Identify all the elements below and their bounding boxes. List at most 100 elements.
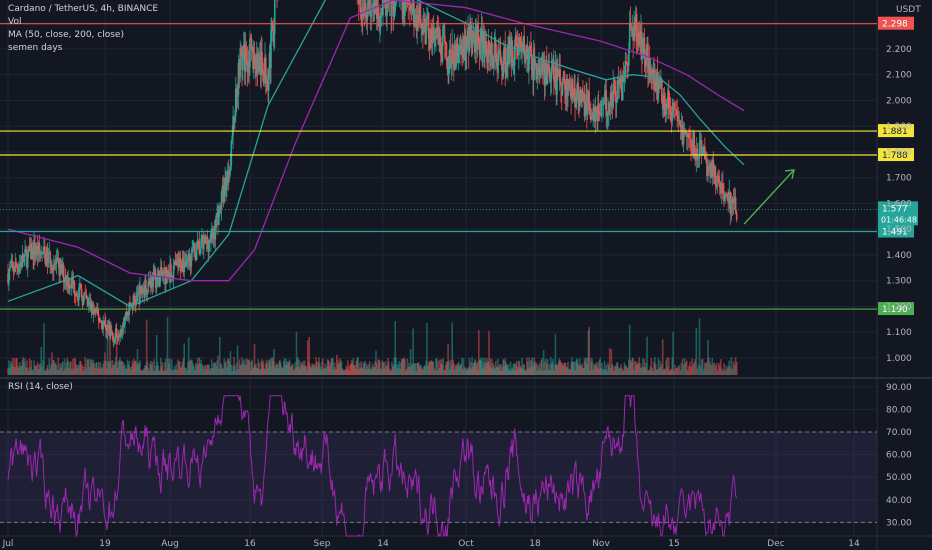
candle-body [232,116,234,136]
volume-bar [645,362,647,375]
level-label: 1.491 [882,228,908,238]
candle-body [149,280,151,285]
volume-bar [700,359,703,375]
volume-bar [397,364,400,375]
candle-body [463,36,466,60]
candle-body [17,268,19,272]
candle-body [234,116,236,121]
volume-bar [184,367,186,375]
rsi-axis-tick: 90.00 [886,383,912,393]
candle-body [606,114,608,117]
rsi-indicator-label[interactable]: RSI (14, close) [8,382,73,392]
volume-bar [461,357,463,375]
candle-body [119,334,121,338]
candle-body [689,138,691,140]
volume-bar [403,357,405,375]
candle-body [218,209,220,225]
candle-body [195,243,198,260]
candle-body [197,240,200,242]
volume-bar [395,357,397,375]
candle-body [226,181,228,191]
volume-bar [176,369,178,375]
candle-body [221,185,224,192]
candle-body [609,92,612,107]
candle-body [584,107,587,117]
candle-body [230,140,233,166]
volume-bar [73,357,76,375]
candle-body [250,38,253,50]
volume-bar [91,362,94,375]
volume-bar [599,357,602,375]
candle-body [530,47,532,57]
candle-body [14,262,16,272]
candle-body [54,262,57,264]
candle-body [382,0,384,16]
candle-body [108,326,110,330]
candle-body [194,243,196,253]
volume-bar [608,365,610,375]
volume-bar [513,363,515,375]
volume-bar [675,367,677,375]
volume-bar [39,363,42,375]
candle-body [53,262,56,265]
volume-bar [170,359,173,375]
volume-bar [676,367,678,375]
volume-bar [227,358,230,375]
candle-body [160,267,162,274]
candle-body [483,30,486,54]
candle-body [474,29,477,53]
candle-body [224,177,226,188]
trend-arrow-head [784,169,795,180]
candle-body [88,301,90,305]
volume-bar [375,350,377,375]
volume-bar [677,366,680,375]
candle-body [214,227,217,240]
volume-bar [621,367,623,375]
volume-bar [67,360,69,375]
candle-body [61,263,63,274]
volume-bar [11,358,14,375]
candle-body [608,103,611,107]
time-axis-tick: Dec [767,539,784,549]
candle-body [370,9,373,17]
volume-bar [602,369,605,375]
volume-bar [44,370,47,375]
candle-body [730,203,733,214]
candle-body [248,61,250,68]
custom-indicator-label[interactable]: semen days [8,43,63,53]
volume-bar [96,362,98,375]
volume-bar [231,370,234,375]
candle-body [556,67,558,95]
candle-body [653,69,655,91]
volume-bar [98,368,101,375]
volume-bar [654,364,657,375]
candle-body [452,44,454,64]
candle-body [593,108,595,116]
candle-body [8,267,11,272]
volume-bar [554,333,557,375]
candle-body [537,68,539,73]
volume-bar [186,362,189,375]
candle-body [44,246,46,254]
volume-bar [153,359,155,375]
volume-bar [146,361,149,375]
candle-body [367,6,369,11]
candle-body [43,246,45,252]
volume-bar [94,367,96,375]
candle-body [167,270,170,279]
candle-body [148,281,150,285]
volume-bar [515,360,518,375]
volume-bar [18,362,21,375]
vol-indicator-label[interactable]: Vol [8,17,21,27]
volume-bar [88,367,91,375]
candle-body [505,61,508,73]
candle-body [528,45,531,52]
candle-body [241,50,243,70]
volume-bar [71,358,74,375]
ma-indicator-label[interactable]: MA (50, close, 200, close) [8,30,124,40]
candle-body [194,252,197,260]
volume-bar [416,362,418,375]
candle-body [669,108,672,120]
